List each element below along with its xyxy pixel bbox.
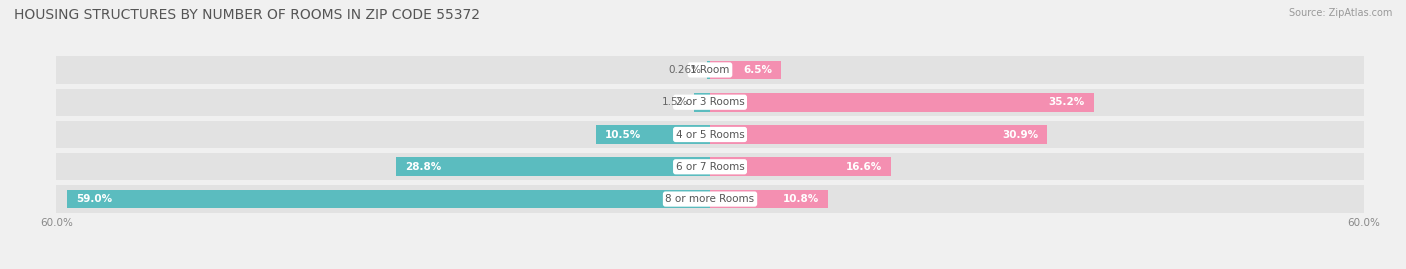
- Bar: [710, 125, 1046, 144]
- Text: 1 Room: 1 Room: [690, 65, 730, 75]
- Bar: [596, 125, 710, 144]
- Text: Source: ZipAtlas.com: Source: ZipAtlas.com: [1288, 8, 1392, 18]
- Bar: [710, 61, 780, 79]
- Text: 10.5%: 10.5%: [605, 129, 641, 140]
- Bar: [56, 89, 1364, 116]
- Text: 59.0%: 59.0%: [76, 194, 112, 204]
- Text: 35.2%: 35.2%: [1049, 97, 1085, 107]
- Text: 6 or 7 Rooms: 6 or 7 Rooms: [676, 162, 744, 172]
- Bar: [396, 157, 710, 176]
- Text: 2 or 3 Rooms: 2 or 3 Rooms: [676, 97, 744, 107]
- Bar: [710, 93, 1094, 112]
- Text: 0.26%: 0.26%: [669, 65, 702, 75]
- Text: 6.5%: 6.5%: [744, 65, 772, 75]
- Bar: [710, 190, 828, 208]
- Bar: [56, 56, 1364, 84]
- Bar: [693, 93, 710, 112]
- Bar: [56, 153, 1364, 180]
- Bar: [710, 157, 891, 176]
- Bar: [56, 121, 1364, 148]
- Text: 10.8%: 10.8%: [783, 194, 818, 204]
- Text: 8 or more Rooms: 8 or more Rooms: [665, 194, 755, 204]
- Text: 16.6%: 16.6%: [846, 162, 882, 172]
- Text: 28.8%: 28.8%: [405, 162, 441, 172]
- Bar: [67, 190, 710, 208]
- Text: 4 or 5 Rooms: 4 or 5 Rooms: [676, 129, 744, 140]
- Bar: [56, 185, 1364, 213]
- Text: HOUSING STRUCTURES BY NUMBER OF ROOMS IN ZIP CODE 55372: HOUSING STRUCTURES BY NUMBER OF ROOMS IN…: [14, 8, 479, 22]
- Text: 1.5%: 1.5%: [662, 97, 689, 107]
- Bar: [707, 61, 710, 79]
- Text: 30.9%: 30.9%: [1002, 129, 1038, 140]
